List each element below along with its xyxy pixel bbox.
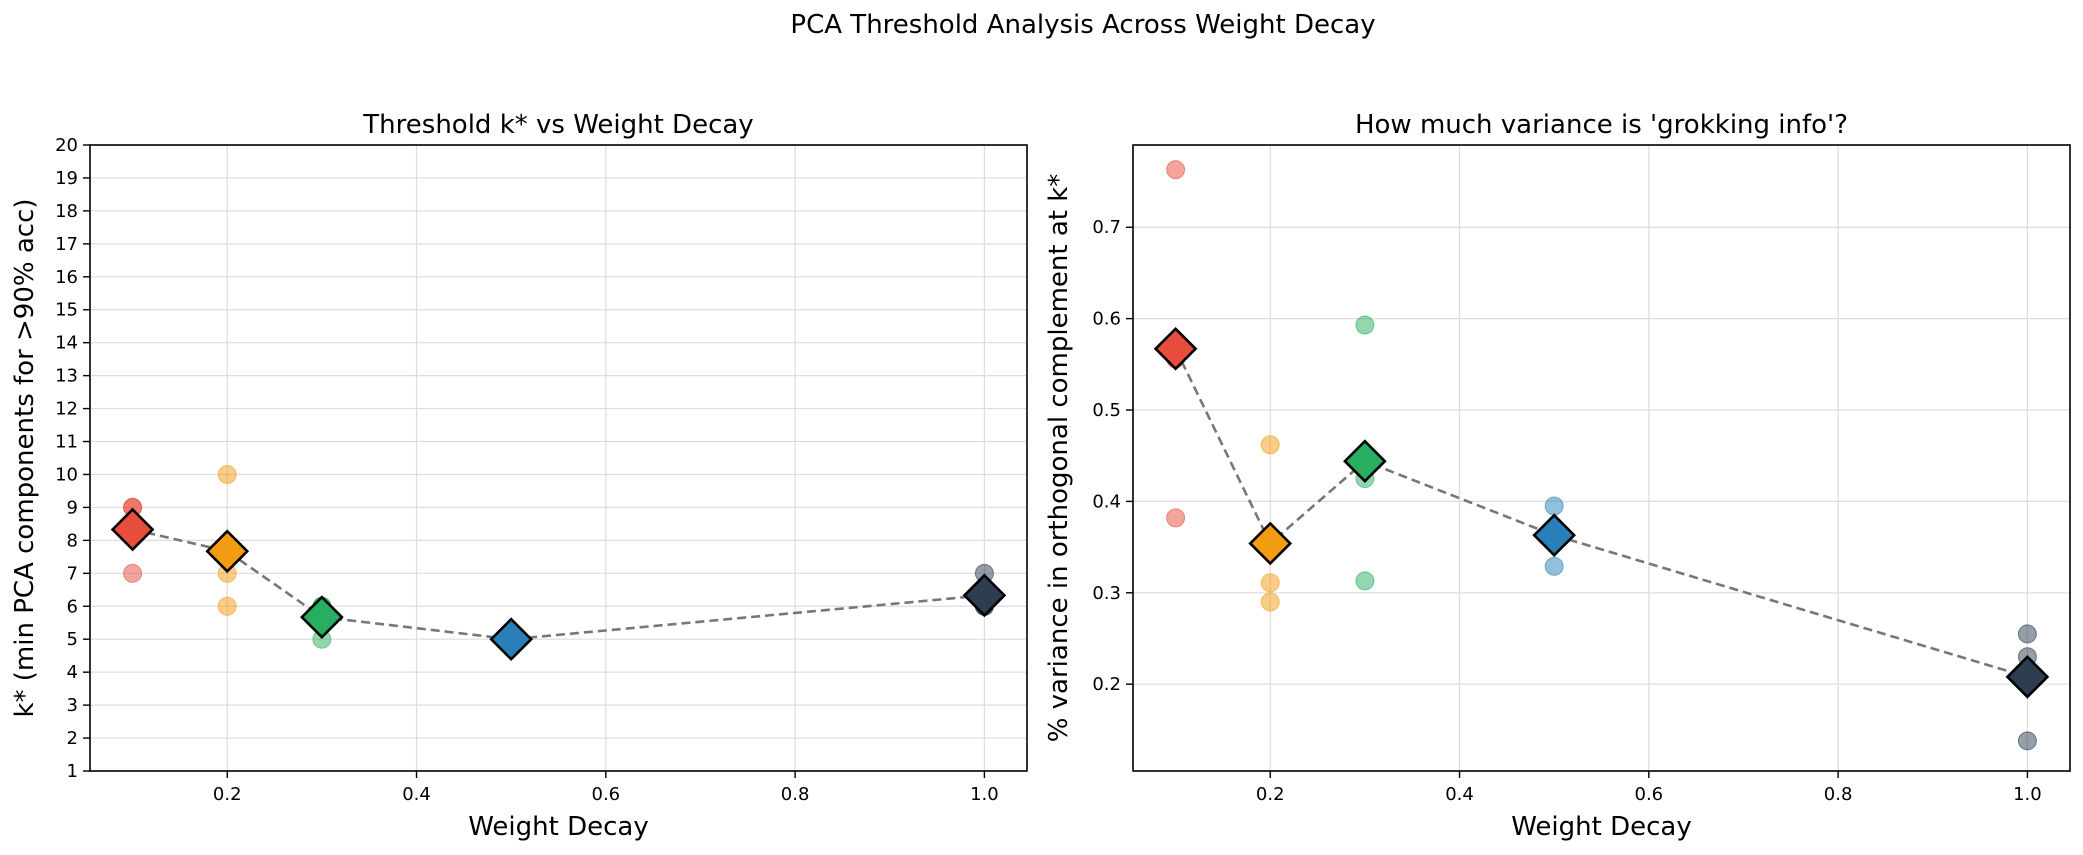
y-tick-label: 20 xyxy=(55,135,78,156)
y-tick-label: 2 xyxy=(67,728,78,749)
run-point xyxy=(1166,160,1186,180)
run-point xyxy=(1260,592,1280,612)
run-point xyxy=(1260,435,1280,455)
mean-diamond xyxy=(110,507,155,552)
run-point xyxy=(123,563,143,583)
y-tick-label: 9 xyxy=(67,497,78,518)
mean-diamond xyxy=(1248,521,1293,566)
run-point xyxy=(1355,315,1375,335)
y-tick-label: 7 xyxy=(67,563,78,584)
y-tick-label: 0.4 xyxy=(1092,491,1121,512)
y-tick-label: 0.7 xyxy=(1092,217,1121,238)
x-tick-label: 0.4 xyxy=(402,784,431,805)
run-point xyxy=(1355,571,1375,591)
y-tick-label: 0.2 xyxy=(1092,674,1121,695)
x-tick-label: 0.6 xyxy=(1635,784,1664,805)
x-tick-label: 1.0 xyxy=(2013,784,2042,805)
x-tick-label: 0.8 xyxy=(1824,784,1853,805)
x-axis-label: Weight Decay xyxy=(1511,812,1691,842)
mean-diamond xyxy=(1343,439,1387,484)
y-tick-label: 0.3 xyxy=(1092,583,1121,604)
panel-title: How much variance is 'grokking info'? xyxy=(1355,110,1848,140)
y-tick-label: 3 xyxy=(67,695,78,716)
x-tick-label: 0.8 xyxy=(781,784,810,805)
y-axis-label: k* (min PCA components for >90% acc) xyxy=(10,198,40,717)
axes-frame xyxy=(1132,144,2071,772)
y-tick-label: 0.6 xyxy=(1092,309,1121,330)
axes-frame xyxy=(89,144,1028,772)
run-point xyxy=(1544,556,1564,576)
x-tick-label: 1.0 xyxy=(970,784,999,805)
left-panel-threshold-k: 0.2 0.4 0.6 0.8 1.01234567891011121314151617… xyxy=(10,110,1028,842)
run-point xyxy=(2017,624,2037,644)
run-point xyxy=(1166,508,1186,528)
y-tick-label: 12 xyxy=(55,399,78,420)
y-tick-label: 6 xyxy=(67,596,78,617)
x-tick-label: 0.2 xyxy=(1256,784,1285,805)
y-tick-label: 8 xyxy=(67,530,78,551)
y-tick-label: 18 xyxy=(55,201,78,222)
y-axis-label: % variance in orthogonal complement at k… xyxy=(1044,174,1074,743)
y-tick-label: 1 xyxy=(67,761,78,782)
y-tick-label: 19 xyxy=(55,168,78,189)
run-point xyxy=(1260,573,1280,593)
figure-suptitle: PCA Threshold Analysis Across Weight Dec… xyxy=(790,10,1375,40)
y-tick-label: 4 xyxy=(67,662,78,683)
y-tick-label: 0.5 xyxy=(1092,400,1121,421)
mean-diamond xyxy=(300,595,344,639)
mean-diamond xyxy=(489,617,534,662)
x-tick-label: 0.4 xyxy=(1445,784,1474,805)
y-tick-label: 17 xyxy=(55,234,78,255)
mean-diamond xyxy=(205,529,250,574)
run-point xyxy=(217,464,237,484)
run-point xyxy=(1544,496,1564,516)
mean-diamond xyxy=(1153,326,1198,371)
run-point xyxy=(2017,731,2037,751)
mean-diamond xyxy=(1532,513,1577,558)
y-tick-label: 15 xyxy=(55,300,78,321)
right-panel-variance-grokking: 0.2 0.4 0.6 0.8 1.0 0.2 0.3 0.4 0.5 0.6 0.7 How muc… xyxy=(1044,110,2071,842)
x-axis-label: Weight Decay xyxy=(468,812,648,842)
y-tick-label: 11 xyxy=(55,432,78,453)
run-point xyxy=(217,596,237,616)
y-tick-label: 14 xyxy=(55,333,78,354)
y-tick-label: 16 xyxy=(55,267,78,288)
y-tick-label: 13 xyxy=(55,366,78,387)
mean-diamond xyxy=(962,573,1007,618)
y-tick-label: 5 xyxy=(67,629,78,650)
x-tick-label: 0.2 xyxy=(213,784,242,805)
mean-diamond xyxy=(2005,655,2050,699)
y-tick-label: 10 xyxy=(55,464,78,485)
panel-title: Threshold k* vs Weight Decay xyxy=(362,110,753,140)
x-tick-label: 0.6 xyxy=(592,784,621,805)
